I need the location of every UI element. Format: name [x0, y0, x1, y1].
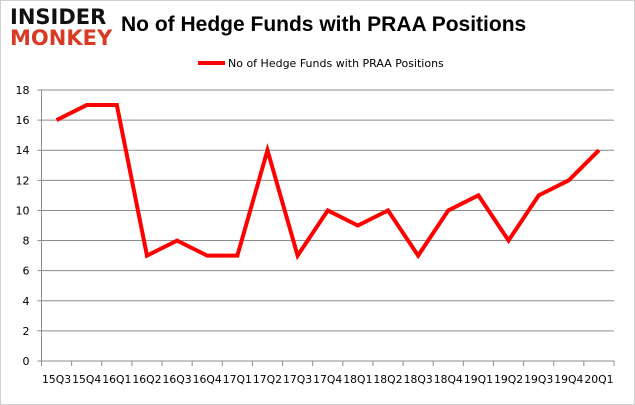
y-tick-label: 14: [16, 144, 30, 157]
x-tick-label: 16Q2: [132, 374, 161, 386]
y-tick-label: 6: [23, 265, 30, 278]
chart-title: No of Hedge Funds with PRAA Positions: [121, 13, 527, 36]
x-tick-label: 16Q1: [102, 374, 131, 386]
x-tick-label: 18Q1: [343, 374, 372, 386]
x-tick-label: 19Q4: [554, 374, 583, 386]
x-tick-label: 18Q4: [434, 374, 463, 386]
x-tick-label: 18Q2: [373, 374, 402, 386]
insider-monkey-logo: INSIDER MONKEY: [10, 7, 112, 49]
y-tick-label: 2: [23, 325, 30, 338]
logo-line1: INSIDER: [10, 5, 107, 29]
x-tick-label: 16Q3: [163, 374, 192, 386]
x-tick-label: 20Q1: [584, 374, 613, 386]
y-tick-label: 16: [16, 114, 30, 127]
x-tick-label: 17Q1: [223, 374, 252, 386]
x-tick-label: 19Q2: [494, 374, 523, 386]
x-tick-label: 19Q3: [524, 374, 553, 386]
x-tick-label: 18Q3: [404, 374, 433, 386]
y-tick-label: 10: [16, 204, 30, 217]
y-tick-label: 0: [23, 355, 30, 368]
x-tick-label: 17Q4: [313, 374, 342, 386]
logo-line2: MONKEY: [10, 26, 113, 50]
y-tick-label: 4: [23, 295, 30, 308]
y-tick-label: 12: [16, 174, 30, 187]
x-tick-label: 19Q1: [464, 374, 493, 386]
x-tick-label: 15Q4: [72, 374, 101, 386]
y-tick-label: 18: [16, 84, 30, 97]
x-tick-label: 15Q3: [42, 374, 71, 386]
x-tick-label: 17Q2: [253, 374, 282, 386]
legend-label: No of Hedge Funds with PRAA Positions: [228, 57, 444, 70]
x-tick-label: 16Q4: [193, 374, 222, 386]
y-tick-label: 8: [23, 235, 30, 248]
x-tick-label: 17Q3: [283, 374, 312, 386]
